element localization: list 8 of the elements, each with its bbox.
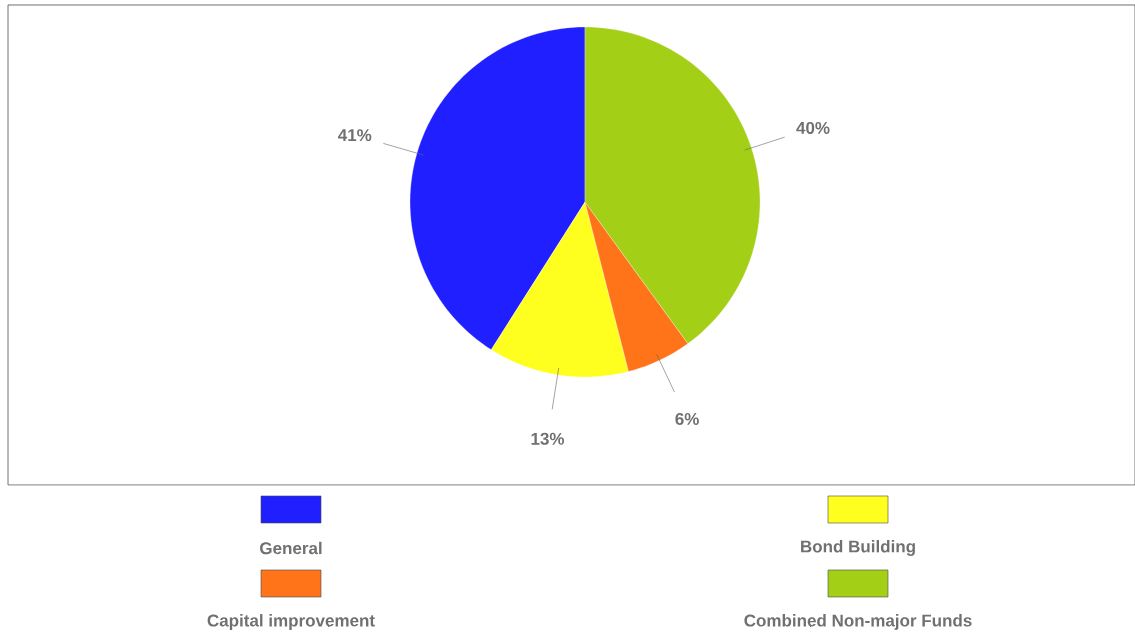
data-label: 6% (675, 412, 699, 425)
legend-label: Combined Non-major Funds (744, 614, 972, 630)
legend-label: Capital improvement (207, 614, 375, 630)
data-label: 41% (338, 129, 372, 142)
data-label: 40% (796, 121, 830, 134)
legend-label: General (260, 541, 322, 555)
data-label: 13% (531, 432, 565, 445)
legend-label: Bond Building (801, 540, 915, 556)
